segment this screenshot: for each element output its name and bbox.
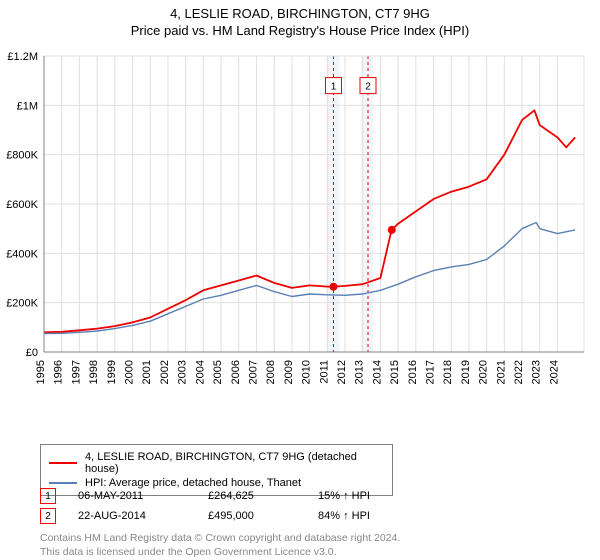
svg-text:2014: 2014 <box>371 360 383 384</box>
svg-text:2009: 2009 <box>283 360 295 384</box>
titles: 4, LESLIE ROAD, BIRCHINGTON, CT7 9HG Pri… <box>0 0 600 38</box>
svg-text:2004: 2004 <box>194 360 206 384</box>
chart-container: 4, LESLIE ROAD, BIRCHINGTON, CT7 9HG Pri… <box>0 0 600 560</box>
chart-svg: £0 £200K £400K £600K £800K £1M £1.2M 1995 1996 19… <box>0 42 600 402</box>
title-main: 4, LESLIE ROAD, BIRCHINGTON, CT7 9HG <box>0 6 600 21</box>
svg-text:2016: 2016 <box>407 360 419 384</box>
svg-text:2018: 2018 <box>442 360 454 384</box>
svg-text:2003: 2003 <box>177 360 189 384</box>
sale-date: 06-MAY-2011 <box>78 490 208 502</box>
svg-text:£200K: £200K <box>6 298 38 310</box>
legend-swatch <box>49 462 77 464</box>
svg-text:2005: 2005 <box>212 360 224 384</box>
svg-text:1996: 1996 <box>53 360 65 384</box>
sale-pct: 84% ↑ HPI <box>318 510 370 522</box>
svg-text:2013: 2013 <box>354 360 366 384</box>
svg-text:2002: 2002 <box>159 360 171 384</box>
copyright: Contains HM Land Registry data © Crown c… <box>40 532 400 559</box>
svg-text:£800K: £800K <box>6 150 38 162</box>
svg-text:2006: 2006 <box>230 360 242 384</box>
svg-text:2010: 2010 <box>301 360 313 384</box>
copyright-line1: Contains HM Land Registry data © Crown c… <box>40 532 400 546</box>
svg-text:£600K: £600K <box>6 199 38 211</box>
svg-text:2011: 2011 <box>318 360 330 384</box>
copyright-line2: This data is licensed under the Open Gov… <box>40 546 400 560</box>
svg-text:2023: 2023 <box>531 360 543 384</box>
svg-text:2015: 2015 <box>389 360 401 384</box>
svg-text:2017: 2017 <box>425 360 437 384</box>
sale-price: £495,000 <box>208 510 318 522</box>
svg-text:£1.2M: £1.2M <box>7 51 38 63</box>
legend-label: 4, LESLIE ROAD, BIRCHINGTON, CT7 9HG (de… <box>85 451 384 475</box>
svg-text:2000: 2000 <box>124 360 136 384</box>
svg-text:£1M: £1M <box>17 100 38 112</box>
svg-text:2001: 2001 <box>141 360 153 384</box>
sale-pct: 15% ↑ HPI <box>318 490 370 502</box>
svg-text:1999: 1999 <box>106 360 118 384</box>
svg-text:2012: 2012 <box>336 360 348 384</box>
sale-date: 22-AUG-2014 <box>78 510 208 522</box>
svg-text:1997: 1997 <box>70 360 82 384</box>
svg-text:2020: 2020 <box>478 360 490 384</box>
svg-text:£0: £0 <box>26 347 38 359</box>
svg-text:£400K: £400K <box>6 248 38 260</box>
title-sub: Price paid vs. HM Land Registry's House … <box>0 23 600 38</box>
svg-text:2007: 2007 <box>247 360 259 384</box>
sale-price: £264,625 <box>208 490 318 502</box>
sale-row: 1 06-MAY-2011£264,62515% ↑ HPI <box>40 488 370 504</box>
sale-row: 2 22-AUG-2014£495,00084% ↑ HPI <box>40 508 370 524</box>
legend-swatch <box>49 482 77 484</box>
svg-text:1: 1 <box>331 82 337 93</box>
svg-text:2019: 2019 <box>460 360 472 384</box>
svg-text:2022: 2022 <box>513 360 525 384</box>
chart-area: £0 £200K £400K £600K £800K £1M £1.2M 1995 1996 19… <box>0 42 600 402</box>
sale-marker: 2 <box>40 508 56 524</box>
legend-row: 4, LESLIE ROAD, BIRCHINGTON, CT7 9HG (de… <box>49 451 384 475</box>
svg-text:1998: 1998 <box>88 360 100 384</box>
svg-text:2024: 2024 <box>548 360 560 384</box>
svg-text:2021: 2021 <box>495 360 507 384</box>
sale-marker: 1 <box>40 488 56 504</box>
svg-text:2: 2 <box>365 82 371 93</box>
svg-text:1995: 1995 <box>35 360 47 384</box>
svg-text:2008: 2008 <box>265 360 277 384</box>
